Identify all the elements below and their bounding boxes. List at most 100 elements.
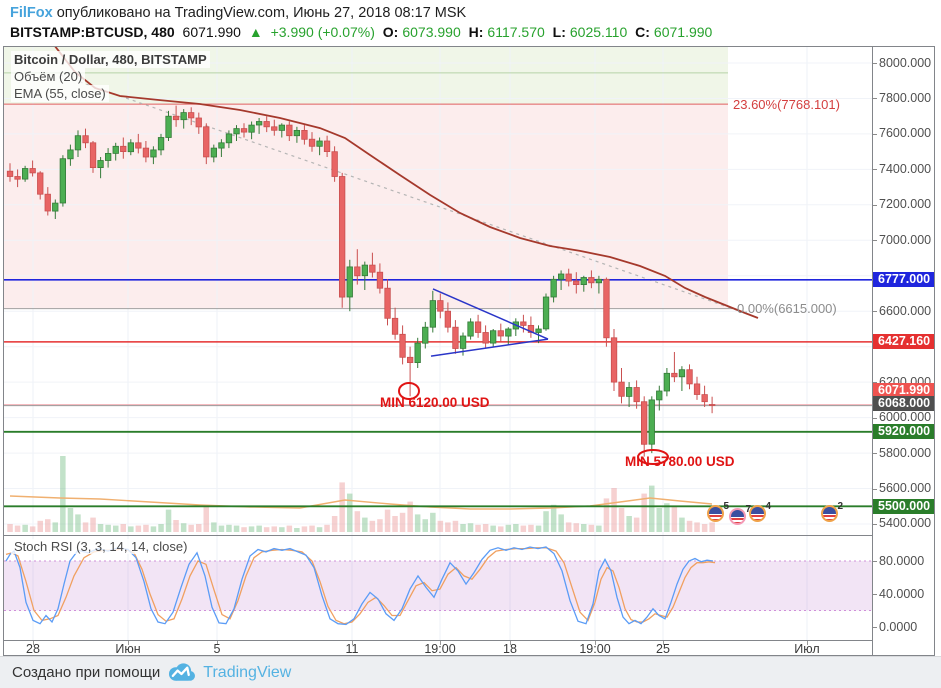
price-level-label: 6068.000: [873, 396, 934, 411]
flag-icon: [707, 505, 724, 522]
time-tick-label: Июн: [115, 642, 141, 656]
time-tick-mark: [510, 641, 511, 645]
price-axis[interactable]: 8000.000 7800.000 7600.000 7400.000 7200.000…: [872, 47, 934, 655]
price-tick-mark: [873, 98, 877, 99]
price-tick-mark: [873, 489, 877, 490]
footer-text: Создано при помощи: [12, 664, 161, 681]
chart-legend[interactable]: Bitcoin / Dollar, 480, BITSTAMP Объём (2…: [11, 51, 210, 102]
stoch-tick-mark: [873, 594, 877, 595]
footer: Создано при помощи TradingView: [0, 656, 941, 688]
close-label: C:: [635, 24, 650, 40]
min-6120-annotation: MIN 6120.00 USD: [380, 395, 490, 410]
stoch-tick-label: 40.0000: [879, 587, 925, 601]
pane-separator[interactable]: [4, 535, 934, 536]
price-tick-label: 6000.000: [879, 410, 932, 424]
flag-count: 7: [745, 504, 751, 515]
time-tick-label: 19:00: [579, 642, 611, 656]
price-tick-label: 7000.000: [879, 233, 932, 247]
price-tick-label: 7200.000: [879, 197, 932, 211]
time-axis[interactable]: 28 Июн 5 11 19:00 18 19:00 25 Июл: [4, 641, 872, 656]
price-tick-label: 7600.000: [879, 126, 932, 140]
low-value: 6025.110: [569, 24, 628, 40]
header: FilFox опубликовано на TradingView.com, …: [0, 0, 941, 46]
author-link[interactable]: FilFox: [10, 5, 53, 21]
price-tick-mark: [873, 418, 877, 419]
fib-236-label: 23.60%(7768.101): [733, 97, 840, 112]
idea-flag-marker[interactable]: 4: [749, 501, 771, 525]
price-tick-mark: [873, 311, 877, 312]
flag-count: 4: [765, 501, 771, 512]
tradingview-brand-link[interactable]: TradingView: [203, 663, 292, 681]
idea-flag-marker[interactable]: 5: [707, 501, 729, 525]
time-tick-mark: [352, 641, 353, 645]
price-tick-mark: [873, 524, 877, 525]
flag-icon: [729, 508, 746, 525]
price-tick-label: 7400.000: [879, 162, 932, 176]
legend-symbol[interactable]: Bitcoin / Dollar, 480, BITSTAMP: [11, 51, 210, 68]
flag-icon: [821, 505, 838, 522]
time-tick-mark: [128, 641, 129, 645]
price-tick-mark: [873, 134, 877, 135]
min-5780-annotation: MIN 5780.00 USD: [625, 454, 735, 469]
flag-count: 5: [723, 501, 729, 512]
price-tick-mark: [873, 169, 877, 170]
symbol-title: BITSTAMP:BTCUSD, 480: [10, 24, 175, 40]
last-price: 6071.990: [182, 24, 241, 40]
quote-row: BITSTAMP:BTCUSD, 480 6071.990 ▲ +3.990 (…: [10, 24, 716, 40]
flag-count: 2: [837, 501, 843, 512]
price-tick-mark: [873, 240, 877, 241]
open-label: O:: [382, 24, 399, 40]
time-tick-mark: [33, 641, 34, 645]
byline-text: опубликовано на TradingView.com, Июнь 27…: [52, 5, 467, 21]
price-tick-label: 7800.000: [879, 91, 932, 105]
price-tick-mark: [873, 453, 877, 454]
price-tick-mark: [873, 63, 877, 64]
main-price-pane[interactable]: [4, 47, 872, 535]
low-label: L:: [552, 24, 566, 40]
chart-container[interactable]: Bitcoin / Dollar, 480, BITSTAMP Объём (2…: [3, 46, 935, 656]
time-tick-mark: [807, 641, 808, 645]
price-tick-label: 6600.000: [879, 304, 932, 318]
price-tick-label: 8000.000: [879, 56, 932, 70]
legend-volume-study[interactable]: Объём (20): [11, 68, 86, 85]
price-level-label: 6071.990: [873, 383, 934, 398]
time-tick-label: 11: [345, 642, 359, 656]
time-tick-label: 19:00: [424, 642, 456, 656]
time-tick-label: 18: [503, 642, 517, 656]
time-tick-mark: [595, 641, 596, 645]
stoch-rsi-legend[interactable]: Stoch RSI (3, 3, 14, 14, close): [11, 539, 191, 554]
time-tick-label: 25: [656, 642, 670, 656]
idea-flag-marker[interactable]: 2: [821, 501, 843, 525]
pane-separator-2[interactable]: [4, 640, 934, 641]
high-value: 6117.570: [487, 24, 545, 40]
high-label: H:: [468, 24, 484, 40]
price-level-label: 6777.000: [873, 272, 934, 287]
stoch-tick-label: 80.0000: [879, 554, 925, 568]
close-value: 6071.990: [653, 24, 713, 40]
stoch-tick-label: 0.0000: [879, 620, 918, 634]
up-arrow-icon: ▲: [248, 24, 263, 40]
stoch-tick-mark: [873, 561, 877, 562]
time-tick-label: 28: [26, 642, 40, 656]
fib-0-label: 0.00%(6615.000): [737, 301, 837, 316]
open-value: 6073.990: [402, 24, 461, 40]
time-tick-mark: [663, 641, 664, 645]
price-tick-label: 5400.000: [879, 516, 932, 530]
price-tick-label: 5600.000: [879, 481, 932, 495]
price-level-label: 6427.160: [873, 334, 934, 349]
flag-icon: [749, 505, 766, 522]
legend-ema-study[interactable]: EMA (55, close): [11, 85, 109, 102]
stoch-rsi-pane[interactable]: [4, 536, 872, 640]
time-tick-label: Июл: [794, 642, 820, 656]
time-tick-label: 5: [213, 642, 221, 656]
tradingview-logo-icon[interactable]: [168, 663, 196, 682]
time-tick-mark: [440, 641, 441, 645]
stoch-tick-mark: [873, 627, 877, 628]
price-level-label: 5920.000: [873, 424, 934, 439]
price-change: +3.990 (+0.07%): [270, 24, 375, 40]
price-level-label: 5500.000: [873, 499, 934, 514]
price-tick-label: 5800.000: [879, 446, 932, 460]
idea-flag-marker[interactable]: 7: [729, 504, 751, 528]
price-tick-mark: [873, 382, 877, 383]
